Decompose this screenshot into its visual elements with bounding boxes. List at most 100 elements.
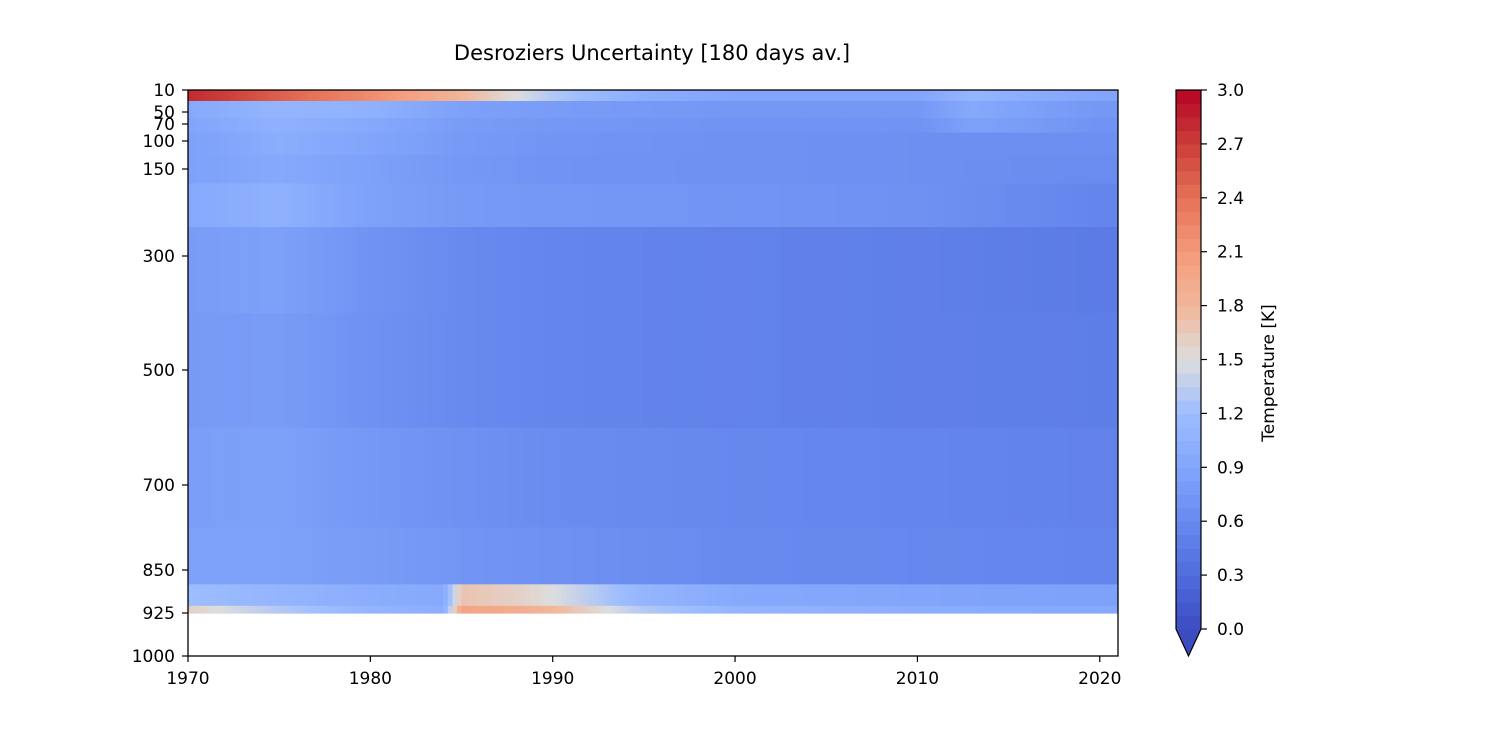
heatmap-cell <box>689 427 695 529</box>
heatmap-cell <box>452 227 458 314</box>
heatmap-cell <box>1067 183 1074 228</box>
heatmap-cell <box>557 227 563 314</box>
heatmap-cell <box>972 132 978 156</box>
heatmap-cell <box>789 118 795 134</box>
heatmap-cell <box>794 427 800 529</box>
heatmap-cell <box>534 155 540 185</box>
heatmap-cell <box>1045 605 1051 614</box>
heatmap-cell <box>320 155 326 185</box>
heatmap-cell <box>634 155 640 185</box>
heatmap-cell <box>926 527 932 585</box>
heatmap-cell <box>188 227 194 314</box>
heatmap-cell <box>853 118 859 134</box>
heatmap-cell <box>1035 101 1042 119</box>
heatmap-cell <box>434 584 440 607</box>
heatmap-cell <box>771 118 777 134</box>
heatmap-cell <box>566 313 572 429</box>
heatmap-cell <box>675 527 681 585</box>
heatmap-cell <box>785 155 791 185</box>
heatmap-cell <box>434 90 440 102</box>
colorbar: 0.00.30.60.91.21.51.82.12.42.73.0 <box>1175 81 1244 658</box>
heatmap-cell <box>689 527 695 585</box>
heatmap-cell <box>311 584 317 607</box>
heatmap-cell <box>279 605 285 614</box>
heatmap-cell <box>260 90 267 102</box>
heatmap-cell <box>821 101 827 119</box>
heatmap-cell <box>379 313 385 429</box>
heatmap-cell <box>260 227 267 314</box>
heatmap-cell <box>333 90 340 102</box>
heatmap-cell <box>475 584 481 607</box>
heatmap-cell <box>233 313 239 429</box>
heatmap-cell <box>488 584 495 607</box>
heatmap-cell <box>543 155 549 185</box>
colorbar-segment <box>1176 602 1201 617</box>
heatmap-cell <box>593 155 599 185</box>
heatmap-cell <box>1108 605 1115 614</box>
heatmap-cell <box>297 227 303 314</box>
heatmap-cell <box>1108 584 1115 607</box>
heatmap-cell <box>283 313 289 429</box>
heatmap-cell <box>794 118 800 134</box>
heatmap-cell <box>707 183 713 228</box>
heatmap-cell <box>270 427 276 529</box>
heatmap-cell <box>921 118 928 134</box>
heatmap-cell <box>201 132 207 156</box>
heatmap-cell <box>456 132 463 156</box>
heatmap-cell <box>333 101 340 119</box>
heatmap-cell <box>844 132 850 156</box>
heatmap-cell <box>548 118 554 134</box>
heatmap-cell <box>976 584 982 607</box>
heatmap-cell <box>415 605 422 614</box>
heatmap-cell <box>260 183 267 228</box>
heatmap-cell <box>388 427 394 529</box>
heatmap-cell <box>1108 527 1115 585</box>
heatmap-cell <box>1099 605 1105 614</box>
heatmap-cell <box>456 313 463 429</box>
heatmap-cell <box>452 101 458 119</box>
heatmap-cell <box>653 313 659 429</box>
colorbar-segment <box>1176 507 1201 522</box>
heatmap-cell <box>434 227 440 314</box>
heatmap-cell <box>671 118 677 134</box>
heatmap-cell <box>301 90 308 102</box>
heatmap-cell <box>251 155 257 185</box>
heatmap-cell <box>912 605 919 614</box>
heatmap-cell <box>333 183 340 228</box>
heatmap-cell <box>835 227 841 314</box>
heatmap-cell <box>475 118 481 134</box>
heatmap-cell <box>1022 427 1028 529</box>
heatmap-cell <box>880 313 887 429</box>
heatmap-cell <box>584 118 590 134</box>
heatmap-cell <box>812 132 818 156</box>
heatmap-cell <box>958 584 964 607</box>
heatmap-cell <box>379 427 385 529</box>
heatmap-cell <box>990 132 996 156</box>
heatmap-cell <box>621 132 627 156</box>
heatmap-cell <box>561 101 567 119</box>
heatmap-cell <box>561 132 567 156</box>
heatmap-cell <box>785 227 791 314</box>
heatmap-cell <box>210 527 216 585</box>
heatmap-cell <box>994 90 1001 102</box>
heatmap-cell <box>570 227 577 314</box>
heatmap-cell <box>265 183 271 228</box>
heatmap-cell <box>1099 427 1105 529</box>
heatmap-cell <box>771 313 777 429</box>
heatmap-cell <box>625 132 631 156</box>
colorbar-extend-min <box>1176 629 1201 656</box>
heatmap-cell <box>434 605 440 614</box>
heatmap-cell <box>488 132 495 156</box>
heatmap-cell <box>899 227 905 314</box>
heatmap-cell <box>739 605 745 614</box>
heatmap-cell <box>197 227 203 314</box>
heatmap-cell <box>994 227 1001 314</box>
heatmap-cell <box>1099 101 1105 119</box>
heatmap-cell <box>301 527 308 585</box>
heatmap-cell <box>461 427 467 529</box>
heatmap-cell <box>739 101 745 119</box>
heatmap-cell <box>826 584 832 607</box>
heatmap-cell <box>944 118 950 134</box>
heatmap-cell <box>393 101 399 119</box>
heatmap-cell <box>830 155 836 185</box>
